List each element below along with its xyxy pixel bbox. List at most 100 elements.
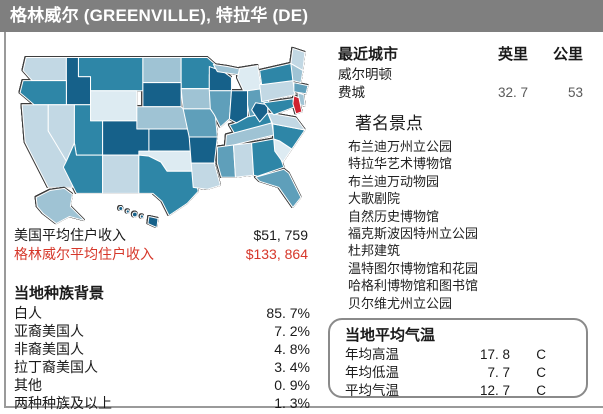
hawaii-island xyxy=(131,211,138,218)
city-km: 53 xyxy=(567,85,583,100)
temperature-label: 平均气温 xyxy=(345,383,399,398)
city-row: 威尔明顿 xyxy=(338,66,588,84)
ethnicity-label: 非裔美国人 xyxy=(14,341,84,357)
contiguous-states-group xyxy=(19,47,309,217)
ethnicity-row: 拉丁裔美国人 3. 4% xyxy=(14,358,310,376)
attraction-item: 布兰迪万动物园 xyxy=(348,173,440,189)
state-shape xyxy=(22,56,67,82)
temperature-value: 7. 7 xyxy=(487,365,510,380)
attraction-item: 贝尔维尤州立公园 xyxy=(348,295,453,311)
temperature-label: 年均高温 xyxy=(345,347,399,362)
city-miles xyxy=(450,66,528,84)
bottom-frame-line xyxy=(4,406,603,408)
temperature-unit: C xyxy=(536,365,546,380)
attraction-item: 温特图尔博物馆和花园 xyxy=(348,260,479,276)
cities-col-miles: 英里 xyxy=(497,46,528,63)
hawaii-island xyxy=(139,214,144,219)
attraction-item: 特拉华艺术博物馆 xyxy=(348,156,453,172)
temperature-label: 年均低温 xyxy=(345,365,399,380)
attractions-section: 著名景点 布兰迪万州立公园 特拉华艺术博物馆 布兰迪万动物园 大歌剧院 自然历史… xyxy=(348,112,578,312)
cities-col-km: 公里 xyxy=(552,46,583,63)
attraction-item: 杜邦建筑 xyxy=(348,243,401,259)
income-label: 美国平均住户收入 xyxy=(14,227,126,243)
income-row-greenville: 格林威尔平均住户收入 $133, 864 xyxy=(14,245,308,264)
city-name: 费城 xyxy=(338,85,365,100)
income-value: $51, 759 xyxy=(253,227,309,243)
temperature-row: 年均高温 17. 8 C xyxy=(345,346,572,364)
state-shape xyxy=(232,142,255,178)
state-shape xyxy=(19,80,67,106)
state-shape xyxy=(102,154,140,194)
temperature-box: 当地平均气温 年均高温 17. 8 C 年均低温 7. 7 C 平均气温 12.… xyxy=(328,318,588,398)
hawaii-island xyxy=(125,209,130,214)
ethnicity-value: 7. 2% xyxy=(274,323,310,339)
state-shape xyxy=(142,82,182,108)
ethnicity-value: 85. 7% xyxy=(266,305,310,321)
nearest-cities-header: 最近城市 英里 公里 xyxy=(338,44,588,66)
attraction-item: 福克斯波因特州立公园 xyxy=(348,226,479,242)
nearest-cities-section: 最近城市 英里 公里 威尔明顿 费城 32. 7 53 xyxy=(338,44,588,102)
ethnicity-row: 其他 0. 9% xyxy=(14,376,310,394)
state-shape-alaska xyxy=(35,187,85,225)
state-shape xyxy=(237,65,263,92)
delaware-highlight-marker xyxy=(292,95,303,115)
temperature-unit: C xyxy=(536,383,546,398)
ethnicity-label: 两种种族及以上 xyxy=(14,395,112,411)
income-section: 美国平均住户收入 $51, 759 格林威尔平均住户收入 $133, 864 xyxy=(14,226,308,264)
left-frame-line xyxy=(4,32,6,407)
temperature-value: 17. 8 xyxy=(479,347,510,362)
city-row: 费城 32. 7 53 xyxy=(338,84,588,102)
alaska-hawaii-group xyxy=(35,187,159,228)
city-km xyxy=(528,66,583,84)
state-shape xyxy=(267,112,306,131)
ethnicity-row: 非裔美国人 4. 8% xyxy=(14,340,310,358)
hawaii-island xyxy=(118,205,124,211)
ethnicity-row: 亚裔美国人 7. 2% xyxy=(14,322,310,340)
state-shape xyxy=(255,168,302,208)
state-shape xyxy=(148,128,192,152)
ethnicity-value: 0. 9% xyxy=(274,377,310,393)
temperature-row: 平均气温 12. 7 C xyxy=(345,382,572,400)
us-states-map xyxy=(10,44,312,228)
state-shape xyxy=(138,154,199,217)
attraction-item: 布兰迪万州立公园 xyxy=(348,139,453,154)
ethnicity-section: 当地种族背景 白人 85. 7% 亚裔美国人 7. 2% 非裔美国人 4. 8%… xyxy=(14,283,310,412)
state-shape xyxy=(142,56,182,84)
ethnicity-value: 3. 4% xyxy=(274,359,310,375)
ethnicity-title: 当地种族背景 xyxy=(14,285,105,302)
ethnicity-label: 亚裔美国人 xyxy=(14,323,84,339)
attractions-title: 著名景点 xyxy=(355,114,423,133)
state-shape xyxy=(216,144,236,178)
temperature-title: 当地平均气温 xyxy=(345,327,436,344)
state-shape xyxy=(293,82,309,95)
temperature-row: 年均低温 7. 7 C xyxy=(345,364,572,382)
ethnicity-row: 白人 85. 7% xyxy=(14,304,310,322)
attraction-item: 大歌剧院 xyxy=(348,191,401,207)
income-label: 格林威尔平均住户收入 xyxy=(14,246,154,262)
ethnicity-row: 两种种族及以上 1. 3% xyxy=(14,394,310,412)
income-value: $133, 864 xyxy=(245,246,308,262)
city-miles: 32. 7 xyxy=(497,85,528,100)
ethnicity-label: 白人 xyxy=(14,305,42,321)
ethnicity-label: 其他 xyxy=(14,377,42,393)
page-title: 格林威尔 (GREENVILLE), 特拉华 (DE) xyxy=(0,0,603,32)
state-shape xyxy=(188,136,218,164)
ethnicity-label: 拉丁裔美国人 xyxy=(14,359,98,375)
us-map-svg xyxy=(19,47,309,228)
temperature-value: 12. 7 xyxy=(479,383,510,398)
state-shape xyxy=(290,63,304,84)
state-shape xyxy=(190,162,221,190)
state-shape xyxy=(182,108,218,138)
state-shape xyxy=(136,106,188,130)
hawaii-island xyxy=(147,216,159,228)
state-shape xyxy=(90,90,138,122)
attraction-item: 自然历史博物馆 xyxy=(348,208,440,224)
cities-title: 最近城市 xyxy=(338,46,399,63)
ethnicity-value: 1. 3% xyxy=(274,395,310,411)
temperature-unit: C xyxy=(536,347,546,362)
city-name: 威尔明顿 xyxy=(338,67,392,82)
ethnicity-value: 4. 8% xyxy=(274,341,310,357)
attraction-item: 哈格利博物馆和图书馆 xyxy=(348,278,479,294)
income-row-us: 美国平均住户收入 $51, 759 xyxy=(14,226,308,245)
